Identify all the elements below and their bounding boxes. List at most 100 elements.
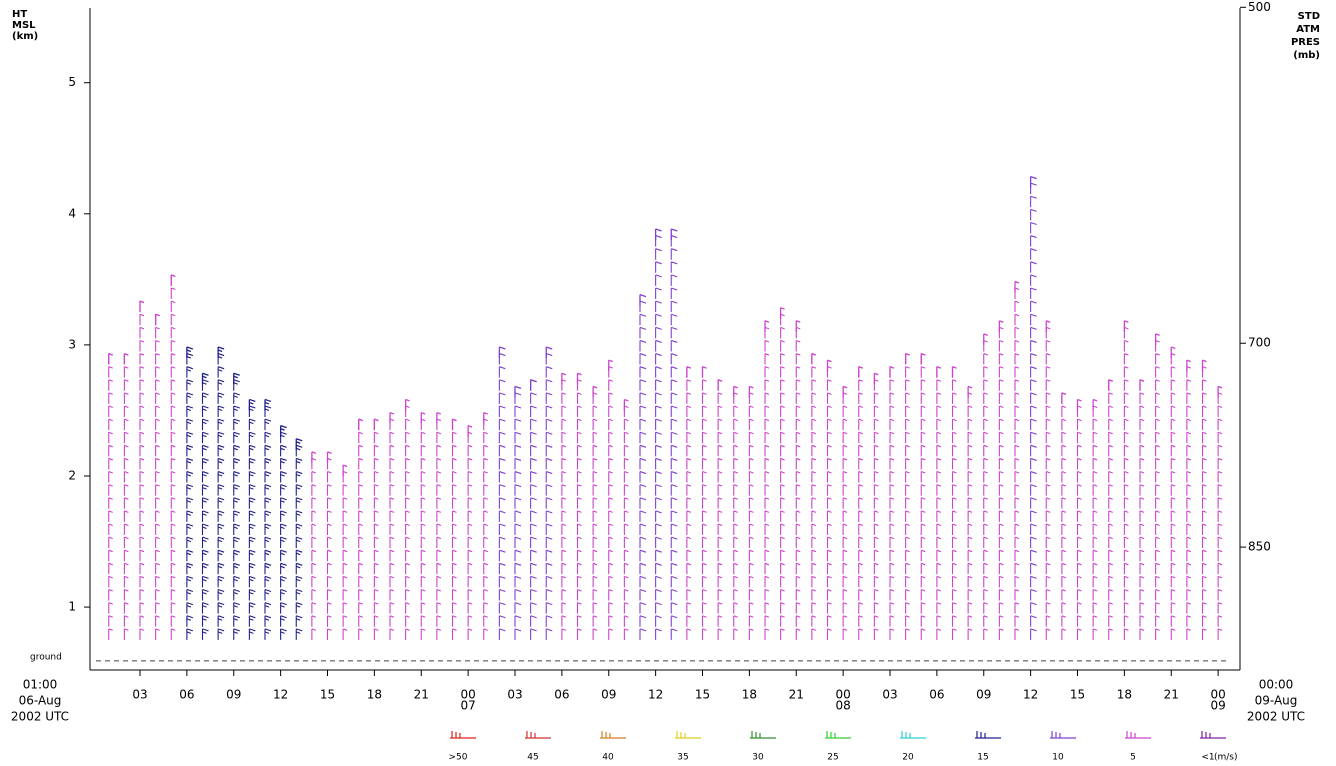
wind-barb: [920, 379, 926, 391]
wind-barb: [1139, 523, 1145, 535]
wind-barb: [780, 339, 785, 352]
wind-barb: [967, 562, 973, 575]
wind-barb: [592, 444, 598, 457]
wind-barb: [951, 589, 957, 601]
wind-barb: [905, 379, 910, 391]
wind-barb: [811, 575, 817, 588]
wind-barb: [1186, 602, 1192, 614]
wind-barb: [686, 431, 692, 444]
wind-barb: [170, 523, 176, 535]
wind-barb: [1123, 339, 1129, 352]
wind-barb: [608, 575, 613, 588]
wind-barb: [545, 379, 553, 391]
wind-barb: [967, 549, 973, 562]
wind-barb: [983, 510, 988, 522]
wind-barb: [905, 457, 910, 470]
wind-barb: [748, 510, 754, 522]
wind-barb: [108, 536, 113, 549]
wind-barb: [1045, 523, 1051, 535]
wind-barb: [576, 405, 582, 417]
wind-barb: [1139, 628, 1145, 640]
profile-top-barb: [358, 418, 363, 431]
wind-barb: [217, 523, 225, 535]
wind-barb: [530, 497, 537, 509]
wind-barb: [514, 444, 522, 457]
wind-barb: [1045, 602, 1051, 614]
wind-barb: [264, 431, 272, 444]
wind-barb: [248, 549, 256, 562]
wind-barb: [201, 418, 209, 431]
wind-barb: [1045, 484, 1051, 496]
legend-label: 10: [1052, 753, 1064, 763]
wind-barb: [608, 497, 613, 509]
wind-barb: [451, 615, 457, 627]
wind-barb: [842, 562, 848, 575]
wind-barb: [733, 628, 738, 640]
wind-barb: [217, 575, 225, 588]
wind-barb: [920, 418, 926, 431]
wind-barb: [686, 549, 692, 562]
wind-barb: [686, 589, 692, 601]
wind-barb: [623, 523, 629, 535]
x-tick-label: 15: [695, 688, 710, 702]
wind-barb: [1108, 536, 1113, 549]
wind-barb: [467, 523, 473, 535]
wind-barb: [733, 497, 738, 509]
wind-barb: [342, 602, 348, 614]
wind-barb: [701, 379, 707, 391]
wind-barb: [717, 562, 723, 575]
wind-barb: [623, 484, 629, 496]
wind-barb: [514, 628, 522, 640]
wind-barb: [858, 562, 863, 575]
wind-barb: [639, 444, 647, 457]
wind-barb: [311, 484, 317, 496]
wind-barb: [1123, 615, 1129, 627]
wind-barb: [280, 431, 287, 444]
wind-barb: [108, 575, 113, 588]
wind-barb: [920, 628, 926, 640]
wind-barb: [826, 471, 832, 483]
wind-barb: [1186, 628, 1192, 640]
wind-barb: [936, 471, 942, 483]
wind-barb: [951, 405, 957, 417]
wind-barb: [951, 444, 957, 457]
wind-barb: [170, 444, 176, 457]
wind-barb: [1076, 589, 1082, 601]
wind-barb: [951, 510, 957, 522]
wind-barb: [936, 431, 942, 444]
legend-label: 45: [527, 753, 538, 763]
wind-barb: [920, 510, 926, 522]
wind-barb: [1045, 444, 1051, 457]
wind-barb: [983, 366, 988, 378]
profile-top-barb: [936, 366, 942, 378]
wind-barb: [436, 497, 442, 509]
wind-barb: [342, 628, 348, 640]
wind-barb: [998, 405, 1004, 417]
wind-barb: [248, 444, 256, 457]
wind-barb: [936, 628, 942, 640]
wind-barb: [936, 418, 942, 431]
wind-barb: [108, 602, 113, 614]
wind-barb: [670, 575, 678, 588]
wind-barb: [1014, 366, 1020, 378]
wind-barb: [1217, 510, 1223, 522]
wind-barb: [905, 392, 910, 404]
wind-barb: [826, 602, 832, 614]
wind-barb: [545, 510, 553, 522]
wind-barb: [858, 536, 863, 549]
legend-swatch: [1125, 731, 1151, 739]
wind-barb: [780, 379, 785, 391]
wind-barb: [170, 326, 176, 339]
wind-barb: [608, 536, 613, 549]
profile-top-barb: [608, 359, 613, 372]
wind-barb: [264, 523, 272, 535]
wind-barb: [858, 497, 863, 509]
wind-barb: [764, 457, 770, 470]
wind-barb: [264, 602, 272, 614]
wind-barb: [1139, 510, 1145, 522]
wind-barb: [186, 379, 194, 391]
wind-barb: [811, 484, 817, 496]
wind-barb: [576, 418, 582, 431]
wind-barb: [1030, 497, 1037, 509]
wind-barb: [795, 523, 801, 535]
